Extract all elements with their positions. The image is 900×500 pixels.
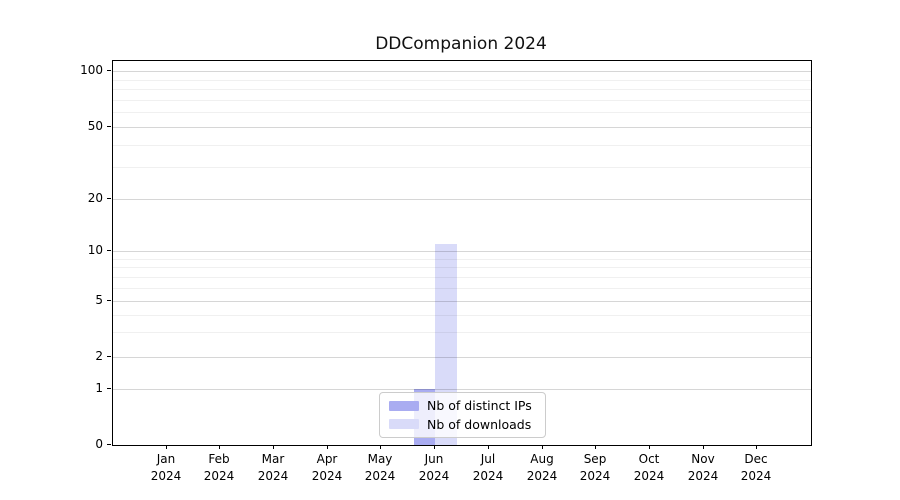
gridline-major-20 [113,199,811,200]
x-tick-may [380,445,381,449]
y-tick-label-10: 10 [87,243,103,257]
gridline-major-50 [113,127,811,128]
x-tick-year-sep: 2024 [579,469,611,483]
x-tick-label-jun: Jun 2024 [406,451,462,485]
y-tick-1 [107,388,111,389]
y-tick-label-100: 100 [80,63,103,77]
x-tick-year-oct: 2024 [633,469,665,483]
legend-item-downloads: Nb of downloads [389,417,536,432]
y-tick-label-50: 50 [87,119,103,133]
legend-swatch-downloads [389,419,419,430]
y-tick-label-20: 20 [87,191,103,205]
x-tick-label-mar: Mar 2024 [245,451,301,485]
gridline-major-10 [113,251,811,252]
gridline-minor-90 [113,80,811,81]
gridline-major-1 [113,389,811,390]
x-tick-month-may: May [367,452,393,466]
y-tick-label-5: 5 [95,293,103,307]
x-tick-year-may: 2024 [364,469,396,483]
x-tick-aug [542,445,543,449]
x-tick-label-apr: Apr 2024 [299,451,355,485]
y-tick-0 [107,444,111,445]
x-tick-label-jul: Jul 2024 [460,451,516,485]
x-tick-year-jul: 2024 [472,469,504,483]
legend-item-distinct-ips: Nb of distinct IPs [389,398,536,413]
x-tick-year-jan: 2024 [150,469,182,483]
x-tick-year-aug: 2024 [526,469,558,483]
x-tick-month-dec: Dec [744,452,768,466]
x-tick-month-apr: Apr [316,452,338,466]
gridline-minor-8 [113,267,811,268]
gridline-minor-70 [113,100,811,101]
gridline-minor-7 [113,277,811,278]
gridline-minor-30 [113,167,811,168]
y-tick-2 [107,356,111,357]
x-tick-month-jun: Jun [424,452,444,466]
x-tick-year-jun: 2024 [418,469,450,483]
x-tick-jul [488,445,489,449]
gridline-major-2 [113,357,811,358]
x-tick-year-mar: 2024 [257,469,289,483]
x-tick-feb [219,445,220,449]
plot-area [112,60,812,446]
y-tick-label-2: 2 [95,349,103,363]
gridline-major-5 [113,301,811,302]
gridline-minor-40 [113,145,811,146]
legend: Nb of distinct IPs Nb of downloads [379,392,546,438]
gridline-minor-3 [113,332,811,333]
y-tick-10 [107,250,111,251]
gridline-minor-9 [113,259,811,260]
x-tick-label-jan: Jan 2024 [138,451,194,485]
x-tick-apr [327,445,328,449]
x-tick-label-sep: Sep 2024 [567,451,623,485]
x-tick-nov [703,445,704,449]
x-tick-month-aug: Aug [530,452,554,466]
legend-swatch-distinct-ips [389,400,419,411]
x-tick-year-nov: 2024 [687,469,719,483]
x-tick-oct [649,445,650,449]
chart-title: DDCompanion 2024 [375,34,547,54]
y-tick-20 [107,198,111,199]
x-tick-label-dec: Dec 2024 [728,451,784,485]
x-tick-sep [595,445,596,449]
legend-label-downloads: Nb of downloads [427,416,532,432]
x-tick-year-dec: 2024 [740,469,772,483]
x-tick-year-feb: 2024 [203,469,235,483]
x-tick-dec [756,445,757,449]
x-tick-month-sep: Sep [583,452,607,466]
x-tick-jun [434,445,435,449]
y-tick-label-1: 1 [95,381,103,395]
gridline-minor-6 [113,288,811,289]
gridline-minor-80 [113,89,811,90]
x-tick-label-nov: Nov 2024 [675,451,731,485]
x-tick-month-feb: Feb [208,452,230,466]
gridline-major-100 [113,71,811,72]
x-tick-month-jan: Jan [156,452,176,466]
x-tick-month-jul: Jul [480,452,496,466]
gridline-minor-4 [113,315,811,316]
y-tick-5 [107,300,111,301]
y-tick-100 [107,70,111,71]
x-tick-label-aug: Aug 2024 [514,451,570,485]
x-tick-month-mar: Mar [261,452,285,466]
x-tick-label-feb: Feb 2024 [191,451,247,485]
y-tick-label-0: 0 [95,437,103,451]
legend-label-distinct-ips: Nb of distinct IPs [427,398,532,414]
x-tick-year-apr: 2024 [311,469,343,483]
y-tick-50 [107,126,111,127]
x-tick-jan [166,445,167,449]
x-tick-month-nov: Nov [691,452,715,466]
x-tick-month-oct: Oct [638,452,660,466]
x-tick-label-oct: Oct 2024 [621,451,677,485]
x-tick-label-may: May 2024 [352,451,408,485]
gridline-minor-60 [113,112,811,113]
x-tick-mar [273,445,274,449]
